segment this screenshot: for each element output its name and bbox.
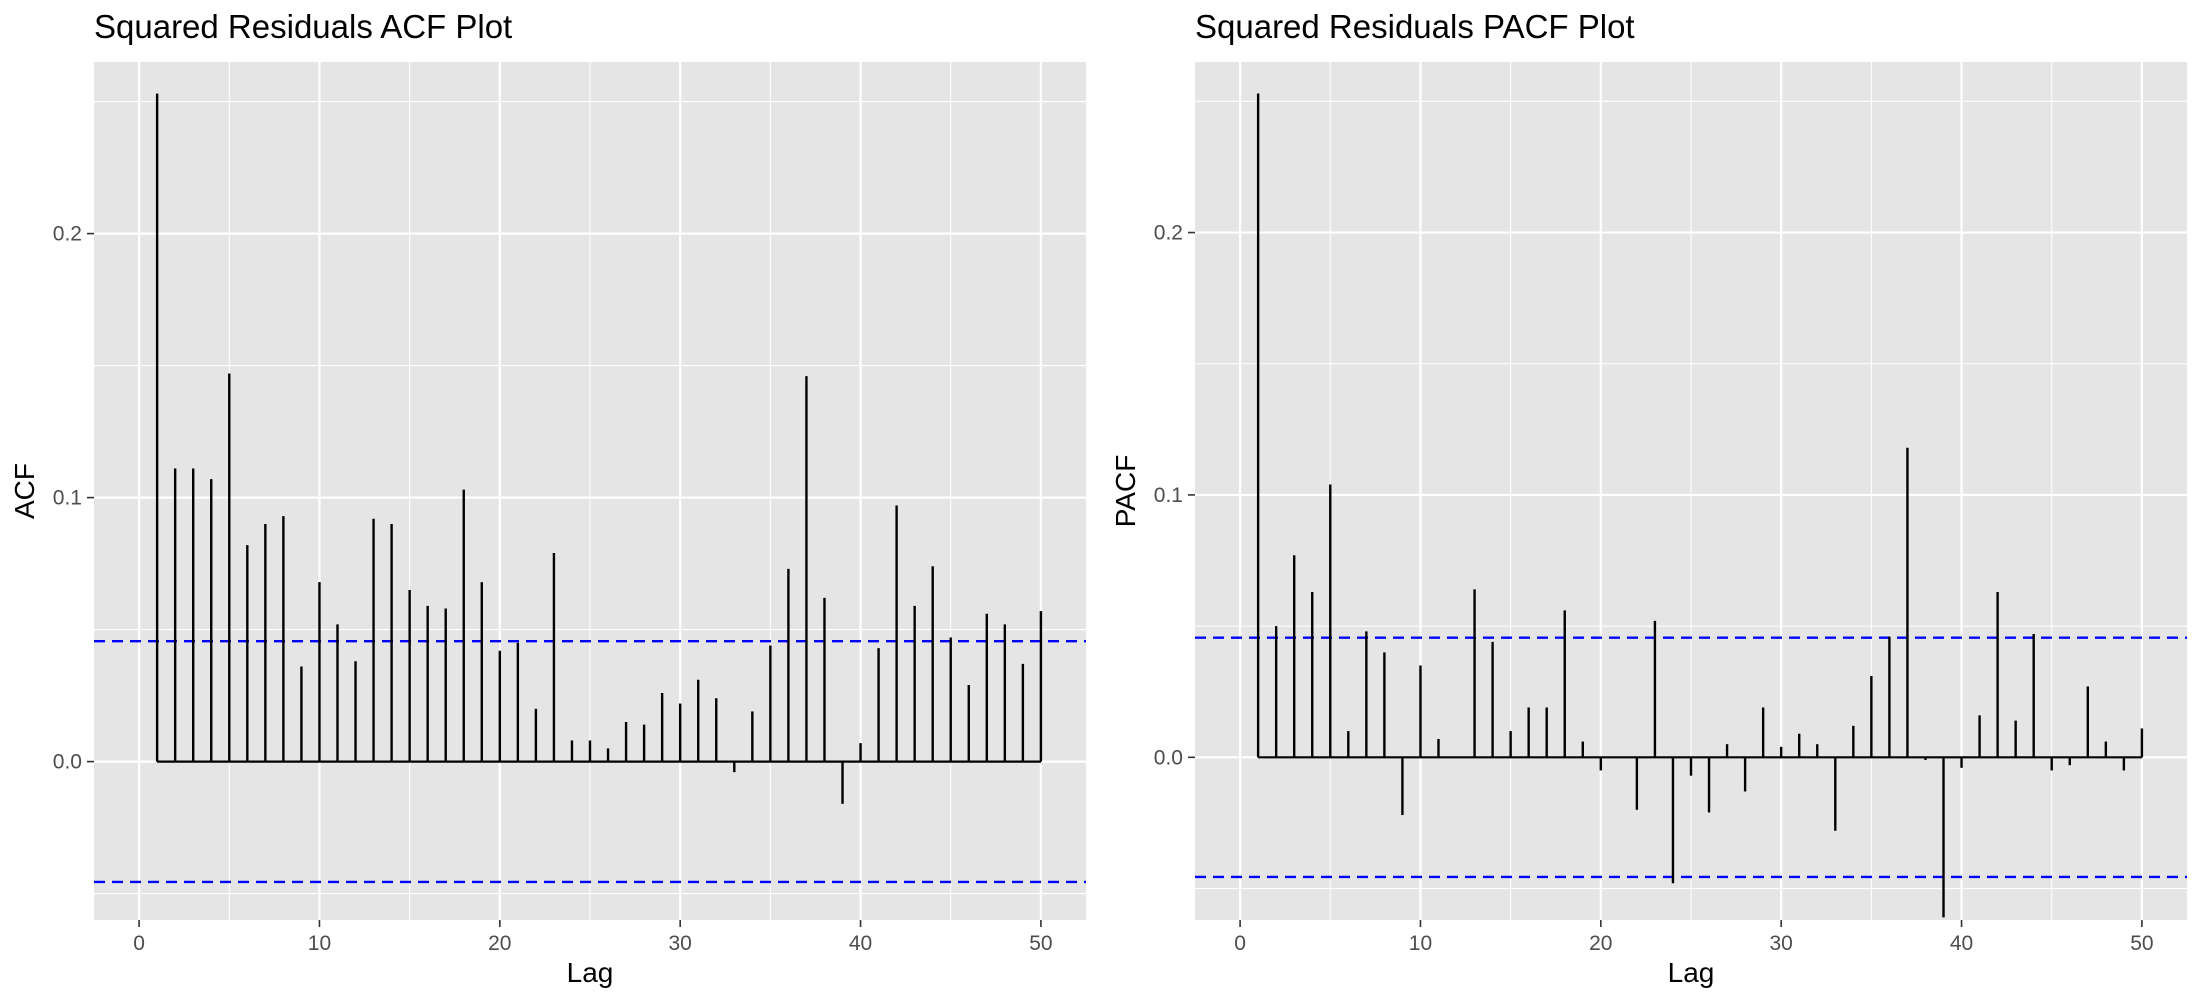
pacf-x-tick-label: 10 <box>1409 932 1432 955</box>
pacf-panel: Squared Residuals PACF Plot 0 10 20 30 40 500… <box>1110 8 2187 988</box>
acf-confidence-bounds <box>94 640 1086 884</box>
acf-x-tick-label: 0 <box>133 932 145 955</box>
acf-x-tick-label: 10 <box>308 932 331 955</box>
pacf-axis-ticks: 0 10 20 30 40 50 0.0 0.1 0.2 <box>1154 222 2154 955</box>
acf-panel: Squared Residuals ACF Plot 0 10 20 30 40 50 0.… <box>9 8 1086 988</box>
pacf-y-axis-title: PACF <box>1110 455 1141 528</box>
pacf-x-tick-label: 0 <box>1234 932 1246 955</box>
pacf-confidence-bounds <box>1195 636 2187 879</box>
acf-axis-ticks: 0 10 20 30 40 50 0.0 0.1 0.2 <box>53 223 1053 955</box>
pacf-gridlines <box>1195 62 2187 920</box>
acf-y-axis-title: ACF <box>9 463 40 519</box>
pacf-x-tick-label: 30 <box>1770 932 1793 955</box>
acf-y-tick-label: 0.2 <box>53 223 82 246</box>
pacf-x-tick-label: 20 <box>1589 932 1612 955</box>
pacf-x-axis-title: Lag <box>1668 957 1715 988</box>
pacf-y-tick-label: 0.0 <box>1154 746 1183 769</box>
acf-y-tick-label: 0.1 <box>53 487 82 510</box>
pacf-x-tick-label: 40 <box>1950 932 1973 955</box>
pacf-title: Squared Residuals PACF Plot <box>1195 8 1635 45</box>
acf-title: Squared Residuals ACF Plot <box>94 8 512 45</box>
pacf-bars <box>1256 93 2144 918</box>
acf-x-tick-label: 20 <box>488 932 511 955</box>
acf-x-tick-label: 30 <box>669 932 692 955</box>
acf-bars <box>155 93 1043 804</box>
acf-x-tick-label: 50 <box>1029 932 1052 955</box>
pacf-x-tick-label: 50 <box>2130 932 2153 955</box>
acf-x-tick-label: 40 <box>849 932 872 955</box>
acf-x-axis-title: Lag <box>567 957 614 988</box>
pacf-y-tick-label: 0.1 <box>1154 484 1183 507</box>
pacf-y-tick-label: 0.2 <box>1154 222 1183 245</box>
acf-y-tick-label: 0.0 <box>53 751 82 774</box>
